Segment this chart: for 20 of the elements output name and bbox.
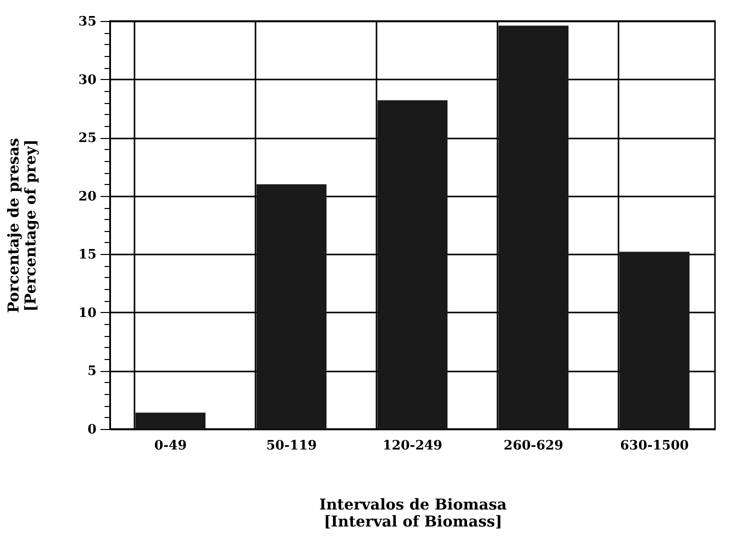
y-tick-label: 35 bbox=[78, 14, 96, 30]
x-tick-label: 120-249 bbox=[382, 438, 442, 454]
y-axis-title: Porcentaje de presas [Percentage of prey] bbox=[4, 138, 40, 314]
y-tick-label: 25 bbox=[78, 131, 96, 146]
bar bbox=[498, 26, 568, 429]
y-tick-label: 10 bbox=[78, 306, 96, 321]
x-tick-label: 50-119 bbox=[266, 438, 317, 454]
bar bbox=[256, 184, 326, 429]
x-tick-label: 260-629 bbox=[504, 438, 564, 454]
y-tick-label: 0 bbox=[87, 422, 96, 438]
x-tick-label: 630-1500 bbox=[620, 438, 689, 454]
y-tick-label: 5 bbox=[87, 364, 96, 380]
y-tick-label: 15 bbox=[78, 248, 96, 263]
y-tick-label: 20 bbox=[78, 189, 96, 204]
x-axis-title: Intervalos de Biomasa [Interval of Biomass] bbox=[319, 496, 508, 530]
y-tick-label: 30 bbox=[78, 72, 96, 88]
x-tick-label: 0-49 bbox=[154, 438, 187, 454]
bar bbox=[620, 252, 690, 429]
bar bbox=[136, 412, 206, 429]
bar bbox=[378, 100, 448, 429]
